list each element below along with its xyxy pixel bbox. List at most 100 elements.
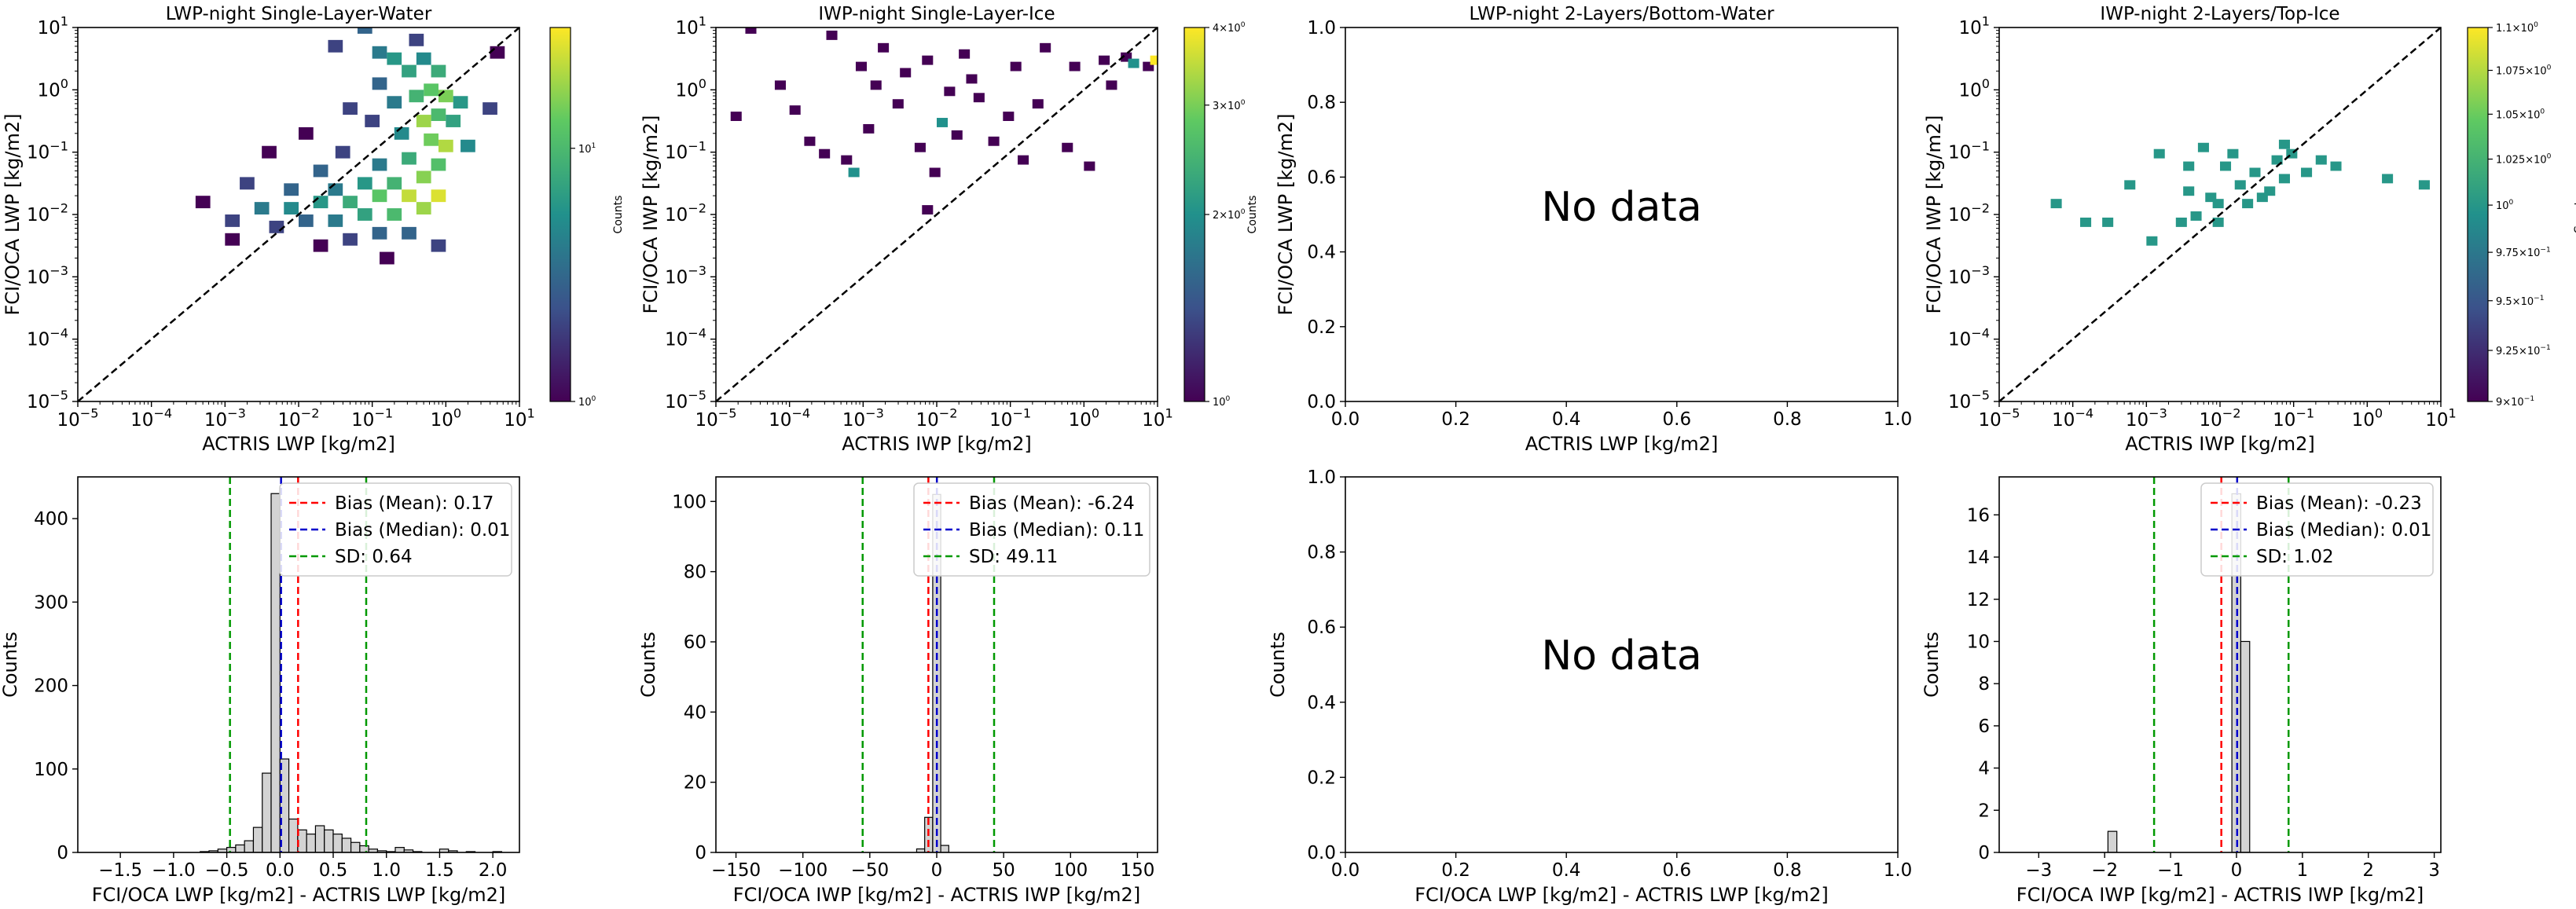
heatmap-cell xyxy=(848,167,860,178)
heatmap-cell xyxy=(372,189,387,203)
colorbar-tick-label: 101 xyxy=(578,142,596,156)
heatmap-cell xyxy=(2382,174,2394,184)
plot-area xyxy=(2107,477,2290,852)
x-tick-label: 0.4 xyxy=(1552,860,1581,881)
y-axis-label: FCI/OCA LWP [kg/m2] xyxy=(2,113,24,315)
heatmap-cell xyxy=(2153,148,2165,159)
heatmap-cell xyxy=(380,251,394,265)
heatmap-cell xyxy=(343,196,358,209)
heatmap-cell xyxy=(841,155,853,165)
x-tick-label: 10−1 xyxy=(2273,406,2314,431)
y-tick-label: 0.6 xyxy=(1307,618,1336,638)
x-tick-label: 1.0 xyxy=(1884,409,1913,430)
colorbar-tick-label: 9.75×10−1 xyxy=(2496,246,2551,259)
heatmap-cell xyxy=(431,108,446,121)
y-axis-label: FCI/OCA LWP [kg/m2] xyxy=(1275,113,1297,315)
x-tick-label: 0.0 xyxy=(1331,409,1360,430)
plot-area xyxy=(78,27,519,401)
x-tick-label: 0.6 xyxy=(1663,860,1692,881)
heatmap-cell xyxy=(438,139,453,152)
heatmap-cell xyxy=(328,183,343,196)
heatmap-cell xyxy=(2264,186,2276,196)
heatmap-cell xyxy=(804,136,816,146)
y-tick-label: 0.0 xyxy=(1307,392,1336,412)
histogram-bar xyxy=(252,827,263,852)
y-tick-label: 40 xyxy=(684,702,706,723)
heatmap-cell xyxy=(299,214,314,227)
heatmap-cell xyxy=(1040,42,1051,53)
x-axis-label: ACTRIS LWP [kg/m2] xyxy=(1525,433,1719,455)
legend-box xyxy=(279,482,512,577)
heatmap-cell xyxy=(409,33,424,46)
heatmap-cell xyxy=(855,61,868,71)
y-axis-label: Counts xyxy=(1267,632,1289,698)
heatmap-cell xyxy=(416,115,431,127)
heatmap-cell xyxy=(1003,112,1015,121)
histogram-bar xyxy=(332,834,343,852)
colorbar xyxy=(1183,27,1205,402)
y-tick-label: 0.8 xyxy=(1307,543,1336,563)
heatmap-cell xyxy=(416,52,431,65)
y-tick-label: 14 xyxy=(1967,548,1990,568)
heatmap-cell xyxy=(988,136,1000,146)
x-tick-label: 1.5 xyxy=(425,860,454,881)
heatmap-cell xyxy=(878,42,890,53)
no-data-annotation: No data xyxy=(1541,184,1701,231)
heatmap-cell xyxy=(299,126,314,140)
heatmap-cell xyxy=(424,133,439,146)
heatmap-cell xyxy=(929,167,941,178)
y-tick-label: 10−3 xyxy=(27,263,68,288)
y-tick-label: 10−5 xyxy=(1948,388,1990,412)
heatmap-cell xyxy=(365,115,380,127)
heatmap-cell xyxy=(826,30,838,40)
heatmap-cell xyxy=(937,118,949,127)
y-tick-label: 0.2 xyxy=(1307,768,1336,788)
heatmap-cell xyxy=(1121,52,1132,62)
heatmap-cell xyxy=(1099,55,1110,65)
y-axis-label: Counts xyxy=(1921,632,1943,698)
heatmap-cell xyxy=(745,27,757,34)
heatmap-cell xyxy=(438,90,453,103)
heatmap-cell xyxy=(372,46,387,59)
y-tick-label: 0 xyxy=(57,843,68,863)
y-tick-label: 0.4 xyxy=(1307,693,1336,713)
heatmap-cell xyxy=(2249,167,2261,178)
heatmap-cell xyxy=(922,205,934,214)
heatmap-cell xyxy=(2102,217,2114,227)
histogram-bar xyxy=(448,850,458,852)
heatmap-cell xyxy=(313,239,328,252)
y-tick-label: 100 xyxy=(34,760,68,780)
no-data-annotation: No data xyxy=(1541,632,1701,680)
y-tick-label: 10−2 xyxy=(665,201,706,225)
legend-label: Bias (Median): 0.01 xyxy=(335,520,510,541)
y-tick-label: 100 xyxy=(1958,76,1990,101)
colorbar-tick-label: 100 xyxy=(2496,199,2514,212)
x-axis-label: ACTRIS IWP [kg/m2] xyxy=(842,433,1032,455)
heatmap-cell xyxy=(387,52,402,65)
heatmap-cell xyxy=(446,115,461,127)
chart-panel-bottom-3: 0.0 0.2 0.4 0.6 0.8 1.0 0.0 0.2 0.4 0.6 0.8 1.0 FCI/… xyxy=(1267,467,1912,906)
x-tick-label: 10−5 xyxy=(1978,406,2020,431)
histogram-bar xyxy=(940,845,949,852)
x-tick-label: 0.8 xyxy=(1773,409,1802,430)
y-tick-label: 10−2 xyxy=(1948,201,1990,225)
x-tick-label: 3 xyxy=(2428,860,2440,881)
heatmap-cell xyxy=(2183,161,2195,171)
one-to-one-line xyxy=(1999,27,2441,401)
x-tick-label: 50 xyxy=(993,860,1015,881)
heatmap-cell xyxy=(402,226,416,240)
heatmap-cell xyxy=(343,102,358,115)
x-tick-label: 0.2 xyxy=(1441,860,1470,881)
heatmap-cell xyxy=(2212,217,2224,227)
heatmap-cell xyxy=(461,139,475,152)
heatmap-cell xyxy=(2227,148,2239,159)
y-tick-label: 200 xyxy=(34,676,68,697)
histogram-bar xyxy=(324,829,334,852)
heatmap-cell xyxy=(966,74,978,84)
histogram-bar xyxy=(226,847,237,852)
histogram-bar xyxy=(244,840,255,852)
chart-title: IWP-night 2-Layers/Top-Ice xyxy=(2100,4,2339,24)
histogram-bar xyxy=(2240,640,2251,852)
x-tick-label: 2 xyxy=(2362,860,2374,881)
